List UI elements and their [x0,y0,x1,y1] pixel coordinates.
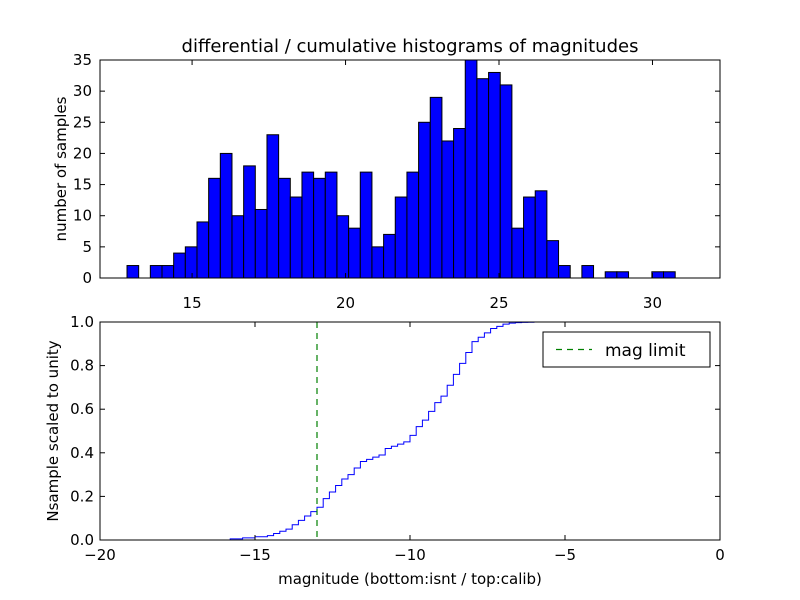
histogram-bar [488,71,501,279]
histogram-bar [453,128,466,279]
y-tick-label: 0.4 [70,444,94,462]
x-tick-label: 15 [183,294,202,312]
histogram-bar [324,171,338,279]
histogram-bar [313,177,326,279]
histogram-bar [604,271,618,279]
histogram-bar [616,271,630,279]
y-tick-label: 0.8 [70,357,94,375]
histogram-bar [184,246,198,279]
top-chart-frame [99,59,721,279]
histogram-bar [149,265,163,279]
y-tick-label: 35 [73,51,92,69]
histogram-bar [219,152,233,279]
x-tick-label: 30 [643,294,662,312]
top-chart-y-ticks: 0 5 10 15 20 25 30 35 [73,51,720,287]
bottom-chart-y-label: Nsample scaled to unity [44,340,62,521]
y-tick-label: 1.0 [70,313,94,331]
histogram-bar [406,171,420,279]
x-tick-label: −10 [394,546,426,564]
top-chart-x-ticks: 15 20 25 30 [183,60,662,312]
x-tick-label: −5 [554,546,576,564]
histogram-bar [663,271,676,279]
histogram-bar [301,171,315,279]
bottom-chart-plot [100,321,721,541]
histogram-bar [254,208,268,279]
histogram-bar [558,265,571,279]
y-tick-label: 0.2 [70,487,94,505]
x-tick-label: −20 [84,546,116,564]
top-chart-title: differential / cumulative histograms of … [182,36,639,57]
histogram-bar [173,252,186,279]
histogram-bar [278,177,291,279]
y-tick-label: 5 [82,238,92,256]
y-tick-label: 0.0 [70,531,94,549]
bottom-chart-x-label: magnitude (bottom:isnt / top:calib) [278,570,542,588]
y-tick-label: 20 [73,144,92,162]
histogram-bar [383,233,396,279]
top-chart-bars [126,59,676,279]
histogram-bar [476,78,490,279]
histogram-bar [499,84,513,279]
histogram-bar [534,190,548,279]
histogram-bar [266,134,280,279]
histogram-bar [651,271,665,279]
histogram-bar [126,265,140,279]
histogram-bar [394,196,408,279]
histogram-bar [161,265,175,279]
histogram-bar [429,96,443,279]
cumulative-line [100,321,721,541]
x-tick-label: 20 [336,294,355,312]
histogram-bar [231,215,245,279]
histogram-bar [243,165,256,279]
histogram-bar [208,177,221,279]
y-tick-label: 0 [82,269,92,287]
x-tick-label: 0 [715,546,725,564]
histogram-bar [336,215,350,279]
histogram-bar [371,246,385,279]
x-tick-label: 25 [489,294,508,312]
top-chart-y-label: number of samples [52,96,70,241]
histogram-bar [511,227,525,279]
bottom-chart-x-ticks: −20 −15 −10 −5 0 [84,322,725,564]
histogram-bar [523,196,536,279]
histogram-bar [289,196,303,279]
histogram-bar [441,140,455,279]
bottom-chart-y-ticks: 0.0 0.2 0.4 0.6 0.8 1.0 [70,313,720,549]
y-tick-label: 0.6 [70,400,94,418]
histogram-bar [196,221,210,279]
histogram-bar [546,240,560,279]
histogram-bar [464,59,478,279]
y-tick-label: 25 [73,113,92,131]
histogram-bar [359,171,373,279]
legend: mag limit [542,331,711,368]
y-tick-label: 10 [73,207,92,225]
legend-mag-limit-label: mag limit [605,341,686,361]
y-tick-label: 15 [73,176,92,194]
y-tick-label: 30 [73,82,92,100]
histogram-bar [418,121,431,279]
histogram-bar [348,227,361,279]
x-tick-label: −15 [239,546,271,564]
histogram-bar [581,265,595,279]
